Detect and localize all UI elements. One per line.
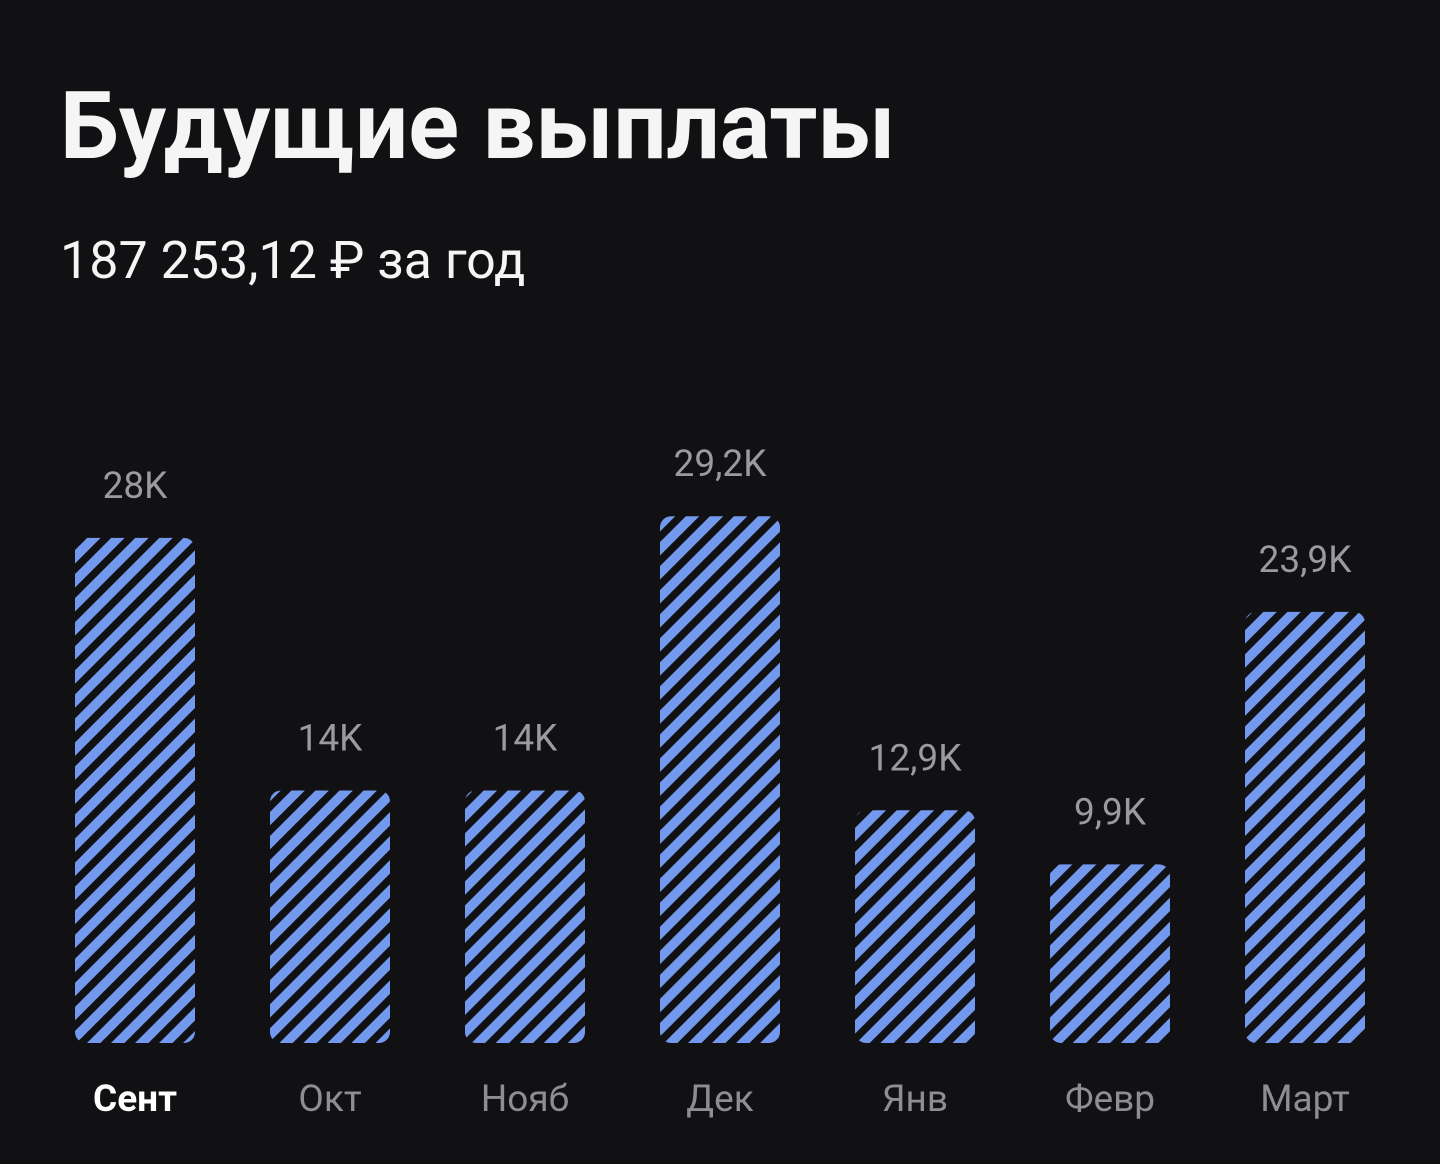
bar[interactable]	[660, 516, 780, 1043]
category-label[interactable]: Янв	[882, 1078, 948, 1121]
bar[interactable]	[1245, 611, 1365, 1043]
category-label[interactable]: Дек	[686, 1078, 753, 1121]
chart-title: Будущие выплаты	[60, 71, 895, 181]
value-label: 14K	[493, 717, 559, 760]
bar[interactable]	[270, 790, 390, 1043]
bar[interactable]	[75, 537, 195, 1043]
value-label: 28K	[103, 465, 169, 508]
category-label[interactable]: Окт	[298, 1078, 361, 1121]
value-label: 29,2K	[674, 443, 768, 486]
subtitle: 187 253,12 ₽ за год	[60, 230, 525, 291]
category-label[interactable]: Март	[1260, 1078, 1350, 1121]
value-label: 9,9K	[1074, 791, 1147, 834]
value-label: 12,9K	[869, 737, 963, 780]
category-label[interactable]: Сент	[93, 1078, 177, 1121]
bar[interactable]	[465, 790, 585, 1043]
category-label[interactable]: Нояб	[481, 1078, 569, 1121]
value-label: 14K	[298, 717, 364, 760]
category-label[interactable]: Февр	[1065, 1078, 1155, 1121]
bar[interactable]	[855, 810, 975, 1043]
bar[interactable]	[1050, 864, 1170, 1043]
value-label: 23,9K	[1259, 539, 1353, 582]
